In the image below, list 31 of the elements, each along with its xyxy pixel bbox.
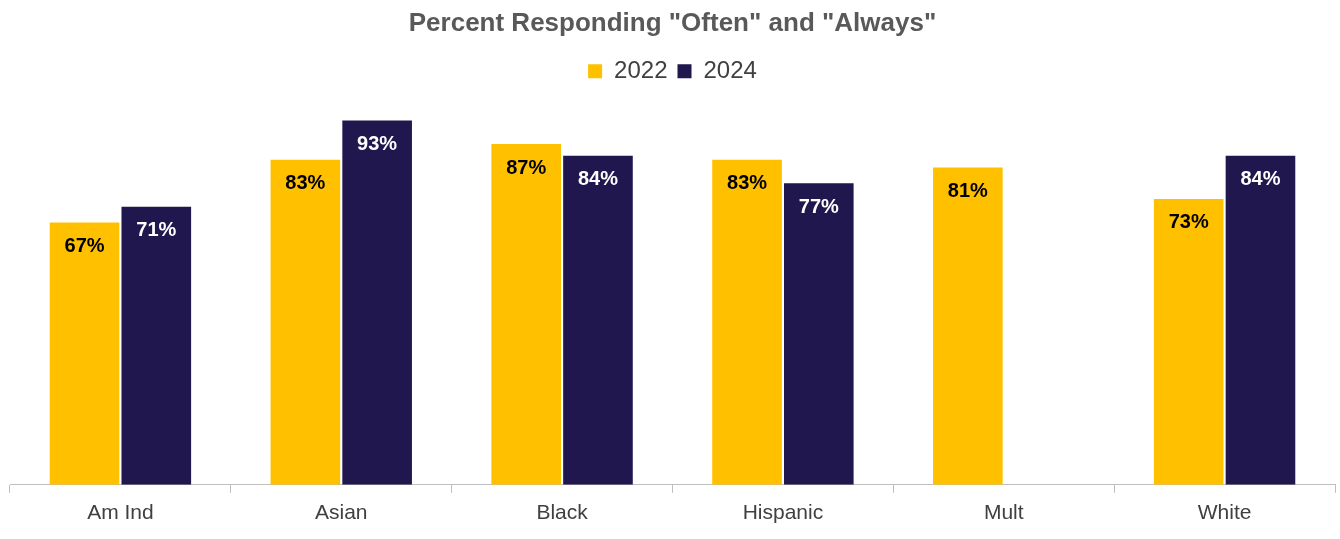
bar — [712, 159, 782, 485]
bar — [783, 183, 854, 485]
bar — [121, 206, 192, 485]
x-tick-label: Hispanic — [742, 500, 824, 524]
x-tick-label: Am Ind — [87, 500, 154, 524]
bar — [1225, 155, 1296, 485]
data-label: 83% — [285, 171, 326, 194]
bar — [49, 222, 120, 485]
bar — [1153, 198, 1224, 485]
bar — [491, 144, 562, 485]
data-label: 93% — [357, 132, 398, 155]
data-label: 77% — [798, 194, 840, 217]
data-label: 87% — [506, 155, 547, 178]
data-label: 67% — [64, 233, 105, 256]
data-label: 71% — [136, 218, 177, 241]
bar — [342, 120, 412, 485]
x-tick-label: Black — [536, 500, 589, 524]
x-tick-label: Mult — [983, 500, 1024, 524]
data-label: 73% — [1168, 210, 1209, 233]
data-label: 84% — [1240, 167, 1281, 190]
x-tick-label: White — [1197, 500, 1252, 524]
x-tick-label: Asian — [314, 500, 368, 524]
bar — [933, 167, 1003, 485]
legend-label: 2022 — [614, 55, 668, 83]
legend-label: 2024 — [703, 55, 757, 83]
data-label: 84% — [577, 167, 619, 190]
chart-title: Percent Responding "Often" and "Always" — [408, 6, 937, 37]
data-label: 81% — [947, 179, 989, 202]
bar — [563, 155, 633, 485]
bar — [270, 159, 341, 485]
data-label: 83% — [727, 171, 768, 194]
